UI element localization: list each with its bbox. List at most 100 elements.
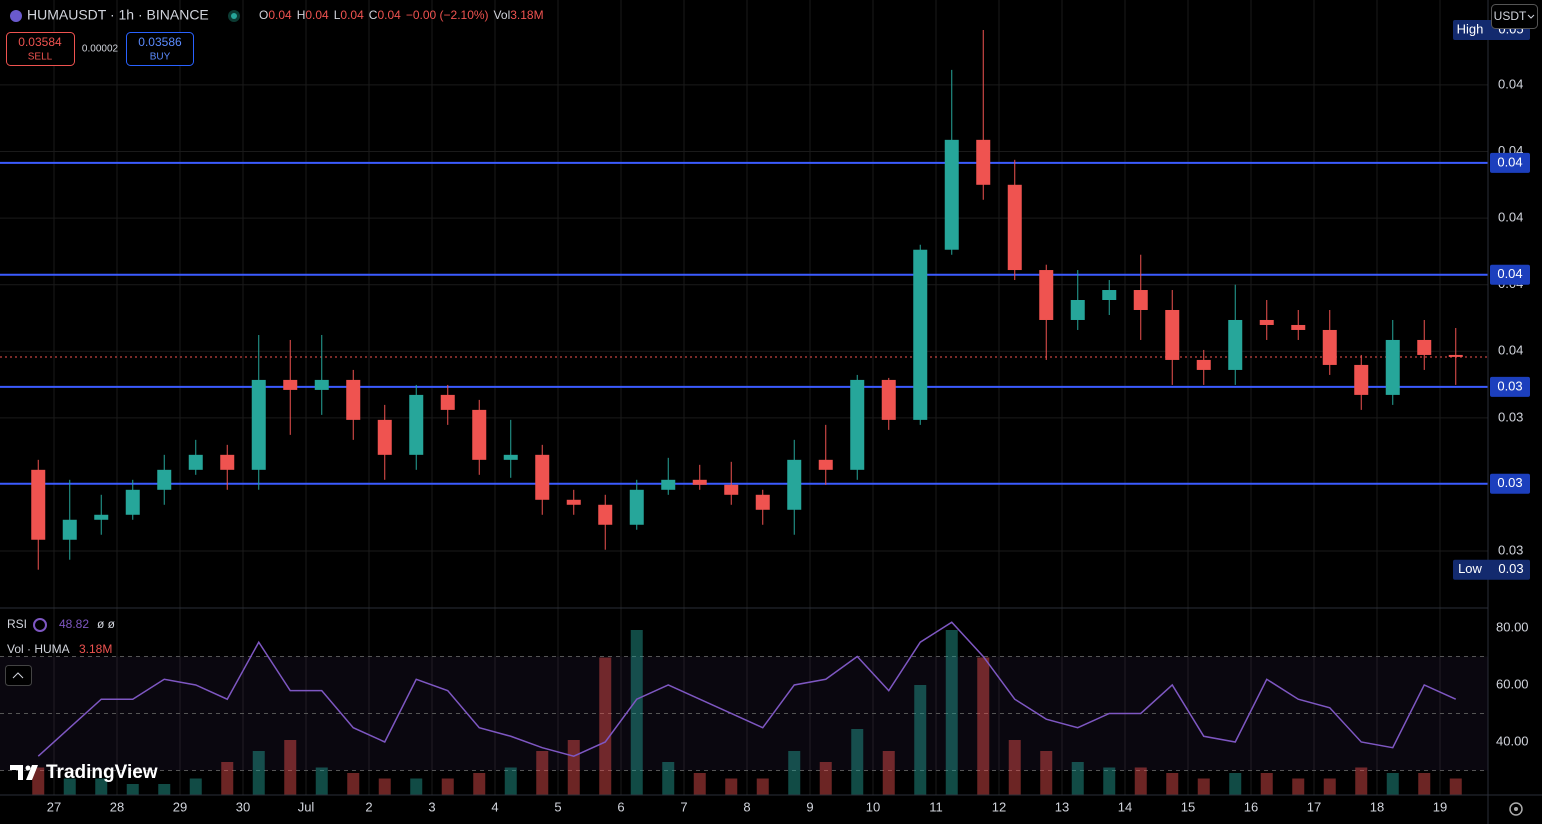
candle-body (314, 379, 329, 390)
buy-label: BUY (150, 52, 171, 63)
y-tick-label: 0.04 (1498, 76, 1523, 91)
candle-body (440, 394, 455, 410)
currency[interactable]: USDT (1494, 9, 1527, 23)
volume-bar (284, 740, 297, 795)
volume-bar (1166, 773, 1179, 795)
logo-mark (10, 765, 38, 780)
logo-dot (25, 765, 31, 771)
collapse-button[interactable] (5, 665, 32, 686)
level-tag (1490, 376, 1530, 397)
ohlc-value: 0.04 (305, 8, 329, 22)
candle-body (377, 419, 392, 455)
candle-body (913, 249, 928, 420)
y-tick-label: 0.04 (1498, 343, 1523, 358)
ohlc-value: 0.04 (268, 8, 292, 22)
candle-body (1039, 270, 1054, 320)
marker-tag (1453, 559, 1530, 580)
candle-body (787, 459, 802, 510)
volume-bar (1229, 773, 1242, 795)
collapse-icon (12, 672, 24, 679)
candle-body (1291, 324, 1306, 330)
candle-body (881, 379, 896, 420)
candle-body (1322, 329, 1337, 365)
volume-bar (1449, 778, 1462, 795)
buy-button[interactable] (126, 32, 194, 66)
branding: TradingView (46, 762, 158, 783)
candle-body (1228, 319, 1243, 370)
candle-body (692, 479, 707, 485)
candle-body (251, 379, 266, 470)
volume-bar (851, 729, 864, 795)
x-tick-label: 19 (1433, 799, 1447, 814)
sell-price: 0.03584 (18, 35, 62, 49)
volume-bar (189, 778, 202, 795)
candle-body (1385, 339, 1400, 395)
candle-body (94, 514, 109, 520)
level-tag-label: 0.04 (1497, 266, 1522, 281)
volume-bar (410, 778, 423, 795)
volume-bar (1355, 767, 1368, 795)
x-tick-label: 10 (866, 799, 880, 814)
x-tick-label: 4 (491, 799, 498, 814)
currency-button[interactable] (1491, 4, 1538, 29)
volume-bar (630, 630, 643, 795)
status-dot (231, 13, 237, 19)
candle-body (62, 519, 77, 540)
volume-bar (693, 773, 706, 795)
rsi-value: 48.82 (59, 617, 89, 631)
volume-bar (882, 751, 895, 795)
volume-key: Vol (494, 8, 511, 22)
volume-bar (819, 762, 832, 795)
candle-body (220, 454, 235, 470)
volume-bar (95, 778, 108, 795)
price-change: −0.00 (−2.10%) (406, 8, 489, 22)
x-tick-label: 11 (929, 799, 943, 814)
ohlc-value: 0.04 (377, 8, 401, 22)
volume-bar (914, 685, 927, 795)
candle-body (598, 504, 613, 525)
candle-body (566, 499, 581, 505)
candle-body (125, 489, 140, 515)
volume-bar (1386, 773, 1399, 795)
volume-bar (252, 751, 265, 795)
volume-bar (567, 740, 580, 795)
x-tick-label: 29 (173, 799, 187, 814)
candle-body (850, 379, 865, 470)
volume-bar (158, 784, 171, 795)
candle-body (1165, 309, 1180, 360)
symbol[interactable]: HUMAUSDT · 1h · BINANCE (27, 7, 209, 23)
candle-body (661, 479, 676, 490)
candle-body (1417, 339, 1432, 355)
sell-button[interactable] (6, 32, 75, 66)
volume-bar (756, 778, 769, 795)
volume-bar (441, 778, 454, 795)
candle-body (976, 139, 991, 185)
ohlc-value: 0.04 (340, 8, 364, 22)
x-tick-label: 2 (365, 799, 372, 814)
marker-name: High (1457, 21, 1484, 36)
settings-icon[interactable] (1509, 802, 1523, 816)
candle-body (535, 454, 550, 500)
sell-label: SELL (28, 52, 53, 63)
rsi-name: RSI (7, 617, 27, 631)
candle-body (283, 379, 298, 390)
candle-body (157, 469, 172, 490)
volume-bar (1134, 767, 1147, 795)
x-tick-label: 8 (743, 799, 750, 814)
volume-bar (1260, 773, 1273, 795)
volume-bar (977, 657, 990, 795)
spread: 0.00002 (82, 44, 119, 55)
candle-body (1354, 364, 1369, 395)
volume-bar (32, 767, 45, 795)
level-tag-label: 0.03 (1497, 475, 1522, 490)
x-tick-label: 30 (236, 799, 250, 814)
candle-body (472, 409, 487, 460)
volume-bar (473, 773, 486, 795)
ohlc-key: H (297, 8, 306, 22)
volume-bar (63, 778, 76, 795)
volume-value: 3.18M (510, 8, 543, 22)
x-tick-label: Jul (298, 799, 315, 814)
level-tag (1490, 473, 1530, 494)
x-tick-label: 17 (1307, 799, 1321, 814)
